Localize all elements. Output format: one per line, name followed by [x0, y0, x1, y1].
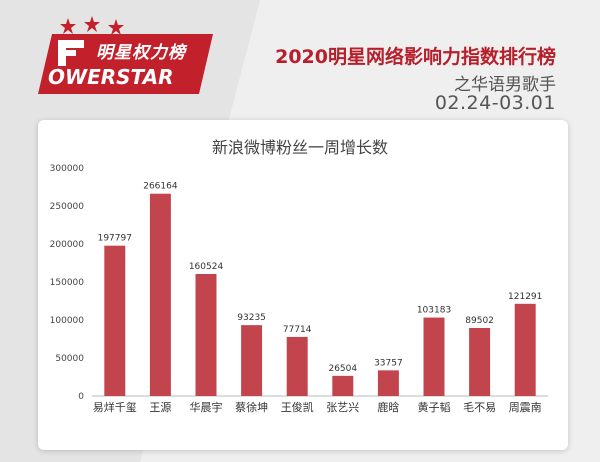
- x-tick-label: 王源: [149, 400, 171, 414]
- bar: [104, 245, 126, 396]
- bar: [241, 325, 263, 396]
- data-label: 93235: [237, 313, 266, 323]
- page-subtitle: 之华语男歌手: [454, 75, 556, 95]
- y-tick-label: 200000: [50, 240, 85, 250]
- data-label: 121291: [508, 292, 542, 302]
- x-tick-label: 王俊凯: [281, 400, 314, 414]
- data-label: 266164: [143, 182, 178, 192]
- fist-icon: [58, 40, 84, 66]
- y-tick-label: 150000: [50, 278, 85, 288]
- x-tick-label: 毛不易: [463, 401, 496, 414]
- y-tick-label: 50000: [55, 354, 84, 364]
- x-tick-label: 黄子韬: [418, 400, 451, 414]
- bar: [469, 327, 491, 396]
- x-tick-label: 鹿晗: [377, 400, 399, 414]
- y-tick-label: 300000: [50, 164, 85, 174]
- bar: [332, 375, 354, 396]
- data-label: 77714: [283, 325, 312, 335]
- bar: [377, 370, 399, 396]
- page-title: 2020明星网络影响力指数排行榜: [275, 46, 556, 68]
- logo-cn-text: 明星权力榜: [96, 43, 186, 63]
- x-tick-label: 张艺兴: [326, 401, 359, 414]
- bar: [423, 317, 445, 396]
- y-tick-label: 250000: [50, 202, 85, 212]
- x-tick-label: 周震南: [509, 401, 542, 414]
- powerstar-logo: 明星权力榜 OWERSTAR: [38, 14, 213, 94]
- bar: [149, 193, 171, 396]
- x-tick-label: 蔡徐坤: [235, 400, 268, 414]
- date-range: 02.24-03.01: [434, 92, 556, 114]
- data-label: 89502: [465, 316, 494, 326]
- data-label: 26504: [328, 364, 357, 374]
- bar: [195, 274, 217, 396]
- x-tick-label: 华晨宇: [190, 400, 223, 414]
- data-label: 33757: [374, 358, 403, 368]
- data-label: 160524: [189, 262, 224, 272]
- bar: [286, 336, 308, 396]
- bar: [514, 303, 536, 396]
- x-tick-label: 易烊千玺: [93, 400, 137, 414]
- chart-title: 新浪微博粉丝一周增长数: [211, 138, 388, 157]
- stars-icon: [60, 16, 124, 35]
- data-label: 197797: [98, 234, 132, 244]
- y-tick-label: 100000: [50, 316, 85, 326]
- logo-en-text: OWERSTAR: [48, 65, 174, 89]
- data-label: 103183: [417, 306, 451, 316]
- y-tick-label: 0: [78, 392, 84, 402]
